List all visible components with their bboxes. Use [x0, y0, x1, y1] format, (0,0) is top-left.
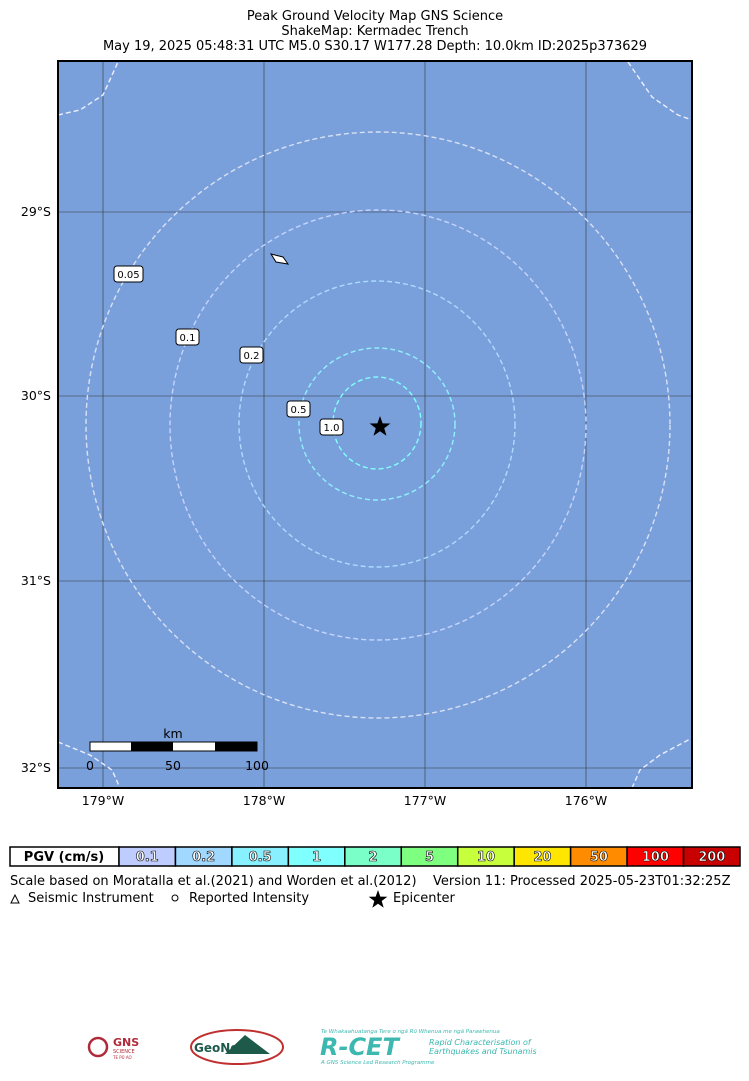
scale-unit: km	[163, 726, 182, 741]
gns-logo: GNS SCIENCE TE PŪ AO	[87, 1036, 139, 1060]
scale-bar: km 0 50 100	[86, 726, 269, 773]
legend-label: 100	[642, 850, 669, 865]
subtitle: ShakeMap: Kermadec Trench	[281, 24, 468, 39]
logo-text: Te Whakaahuatanga Tere o ngā Rū Whenua m…	[321, 1029, 500, 1035]
legend-label: 5	[425, 850, 434, 865]
contour-label: 0.05	[117, 270, 139, 281]
lat-label: 32°S	[21, 760, 51, 775]
scale-label: 50	[165, 758, 181, 773]
legend-label: 10	[477, 850, 495, 865]
logo-text: SCIENCE	[113, 1049, 135, 1055]
legend-title: PGV (cm/s)	[24, 850, 104, 865]
lon-label: 177°W	[404, 793, 446, 808]
geonet-logo: GeoNet	[190, 1029, 284, 1065]
legend-label: 0.5	[249, 850, 272, 865]
logo-text: TE PŪ AO	[112, 1055, 132, 1060]
contour-label: 0.2	[244, 351, 260, 362]
lat-labels: 29°S 30°S 31°S 32°S	[21, 204, 51, 775]
map: 0.05 0.1 0.2 0.5 1.0 km 0 50 100	[57, 60, 693, 789]
contour-label: 0.5	[291, 405, 307, 416]
contour-label: 1.0	[324, 423, 340, 434]
lon-label: 178°W	[243, 793, 285, 808]
lat-label: 31°S	[21, 573, 51, 588]
logo-text: GeoNet	[194, 1041, 244, 1055]
lon-label: 176°W	[565, 793, 607, 808]
legend-label: 50	[590, 850, 608, 865]
scale-label: 0	[86, 758, 94, 773]
color-legend: PGV (cm/s) 0.1 0.2 0.5 1 2 5 10 20 50 100 200	[9, 846, 741, 867]
legend-item: Epicenter	[393, 891, 456, 906]
legend-label: 0.2	[192, 850, 215, 865]
legend-label: 200	[698, 850, 725, 865]
version: Version 11: Processed 2025-05-23T01:32:2…	[433, 874, 731, 889]
title: Peak Ground Velocity Map GNS Science	[247, 9, 503, 24]
legend-label: 1	[312, 850, 321, 865]
logo-text: R-CET	[320, 1033, 400, 1061]
legend-label: 2	[369, 850, 378, 865]
rcet-logo: Te Whakaahuatanga Tere o ngā Rū Whenua m…	[320, 1029, 537, 1066]
scale-note: Scale based on Moratalla et al.(2021) an…	[10, 874, 417, 889]
scale-label: 100	[245, 758, 269, 773]
logo-text: Rapid Characterisation of	[429, 1038, 532, 1047]
logo-text: A GNS Science Led Research Programme	[320, 1060, 435, 1066]
event-info: May 19, 2025 05:48:31 UTC M5.0 S30.17 W1…	[103, 39, 647, 54]
legend-label: 0.1	[136, 850, 159, 865]
contour-labels: 0.05 0.1 0.2 0.5 1.0	[113, 265, 344, 436]
legend-item: Seismic Instrument	[28, 891, 154, 906]
logo-text: GNS	[113, 1036, 139, 1049]
lon-labels: 179°W 178°W 177°W 176°W	[82, 793, 607, 808]
legend-swatch	[682, 846, 741, 867]
lat-label: 29°S	[21, 204, 51, 219]
contour-label: 0.1	[180, 333, 196, 344]
logo-text: Earthquakes and Tsunamis	[429, 1047, 537, 1056]
lat-label: 30°S	[21, 388, 51, 403]
legend-label: 20	[533, 850, 551, 865]
lon-label: 179°W	[82, 793, 124, 808]
legend-item: Reported Intensity	[189, 891, 309, 906]
